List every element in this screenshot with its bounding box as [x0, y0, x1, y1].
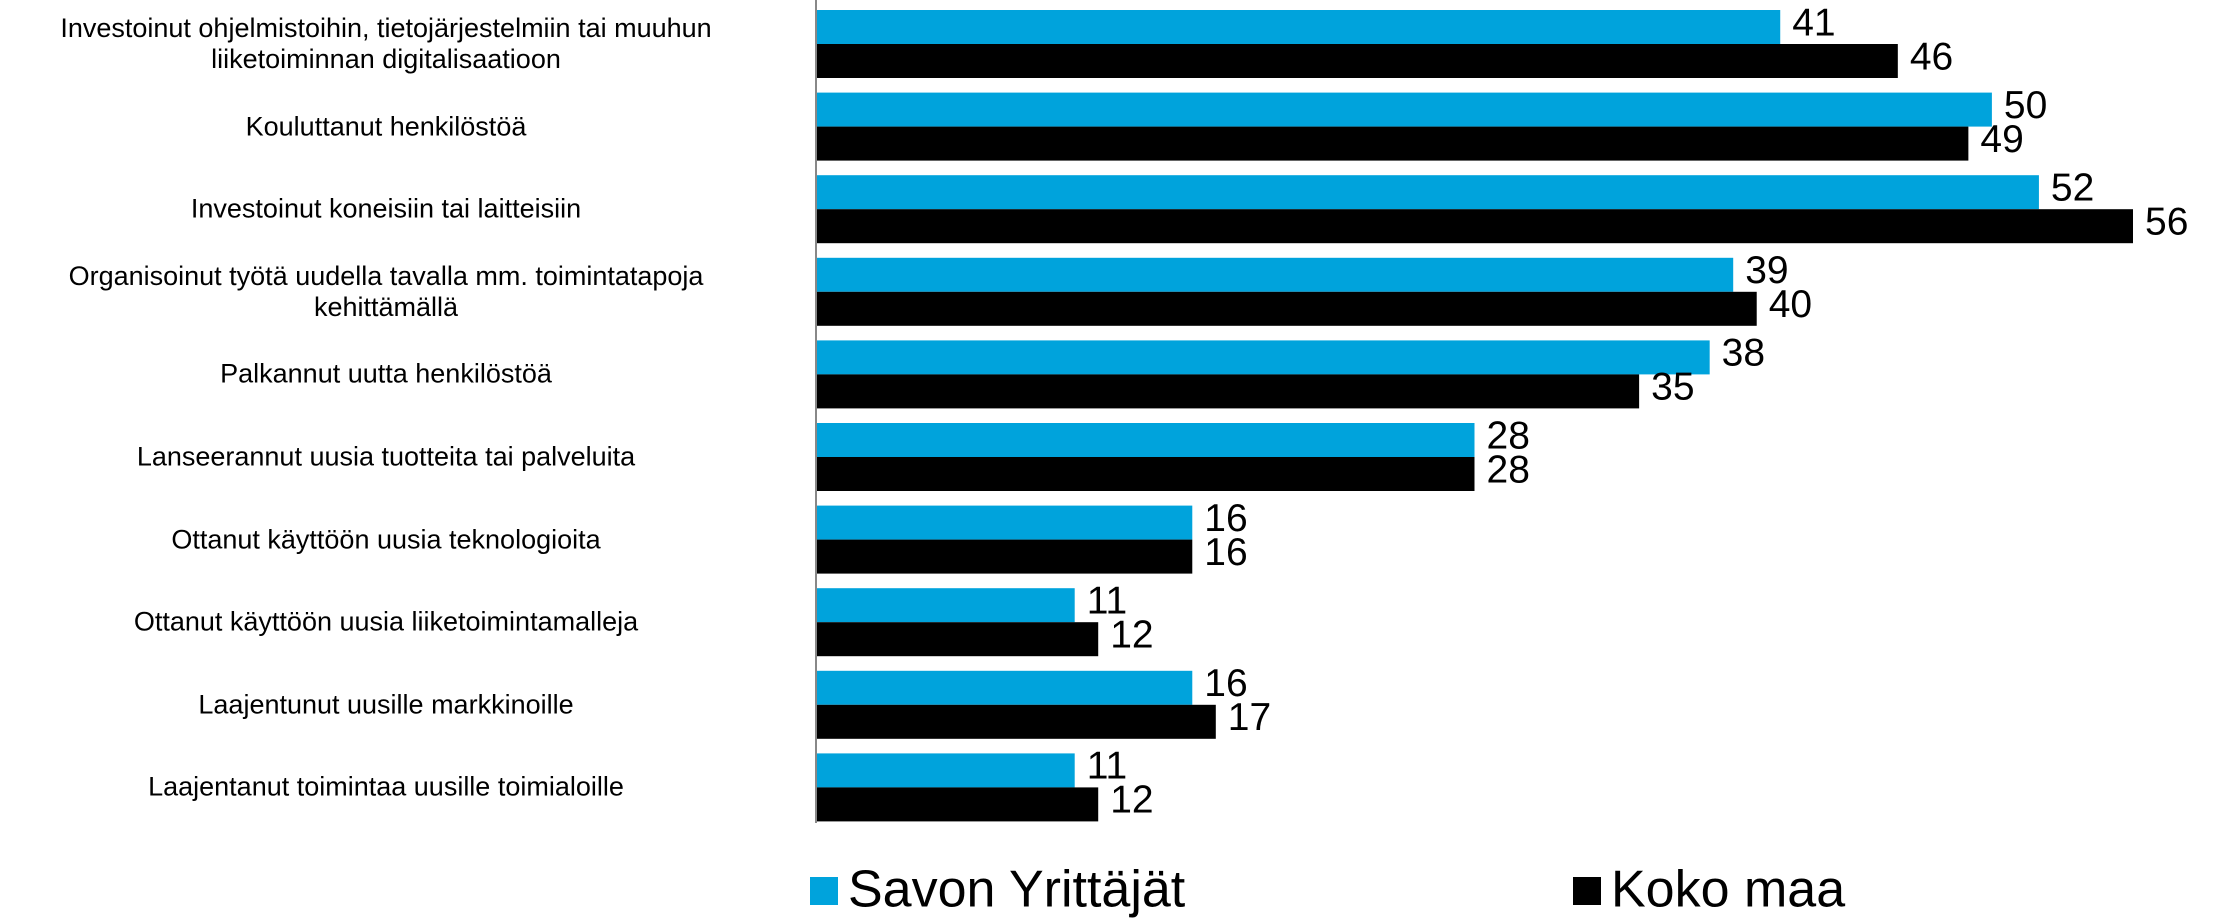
category-label: Investoinut koneisiin tai laitteisiin [190, 193, 582, 224]
category-label: Investoinut ohjelmistoihin, tietojärjest… [60, 13, 712, 74]
value-label: 12 [1110, 779, 1153, 822]
bar [816, 44, 1898, 78]
category-label: Palkannut uutta henkilöstöä [220, 358, 552, 389]
bar [816, 340, 1710, 375]
bar [816, 10, 1781, 44]
legend-swatch [1573, 877, 1601, 905]
bar [816, 209, 2133, 244]
bar [816, 374, 1640, 409]
value-label: 17 [1228, 696, 1271, 739]
value-label: 41 [1792, 1, 1835, 44]
value-label: 11 [1087, 579, 1128, 622]
bar [816, 505, 1193, 540]
bar [816, 126, 1969, 161]
value-label: 38 [1722, 332, 1765, 375]
value-label: 56 [2145, 200, 2188, 243]
bar [816, 457, 1475, 491]
value-label: 11 [1087, 745, 1128, 788]
bar [816, 291, 1757, 326]
value-label: 39 [1745, 249, 1788, 292]
bar [816, 539, 1193, 574]
bar [816, 622, 1099, 657]
value-label: 35 [1651, 366, 1694, 409]
value-label: 28 [1487, 414, 1530, 457]
value-label: 46 [1910, 35, 1953, 78]
legend-swatch [810, 877, 838, 905]
bar [816, 753, 1075, 788]
bar [816, 257, 1734, 292]
bar [816, 423, 1475, 457]
value-label: 16 [1204, 531, 1247, 574]
value-label: 40 [1769, 283, 1812, 326]
category-label: Organisoinut työtä uudella tavalla mm. t… [68, 260, 704, 322]
value-label: 52 [2051, 166, 2094, 209]
value-label: 16 [1204, 497, 1247, 540]
category-label: Ottanut käyttöön uusia teknologioita [171, 524, 601, 555]
value-label: 12 [1110, 613, 1153, 656]
bar [816, 704, 1216, 739]
bar [816, 588, 1075, 623]
value-label: 49 [1980, 118, 2023, 161]
category-label: Ottanut käyttöön uusia liiketoimintamall… [133, 606, 639, 637]
legend-label: Savon Yrittäjät [848, 861, 1186, 919]
bar [816, 670, 1193, 705]
value-label: 16 [1204, 662, 1247, 705]
category-label: Laajentanut toimintaa uusille toimialoil… [148, 771, 624, 802]
bar [816, 92, 1992, 127]
category-label: Lanseerannut uusia tuotteita tai palvelu… [136, 441, 636, 472]
value-label: 28 [1487, 448, 1530, 491]
bar [816, 175, 2039, 210]
legend-label: Koko maa [1611, 861, 1845, 919]
category-label: Laajentunut uusille markkinoille [198, 689, 574, 720]
category-label: Kouluttanut henkilöstöä [245, 111, 527, 142]
bar [816, 787, 1099, 822]
value-label: 50 [2004, 84, 2047, 127]
